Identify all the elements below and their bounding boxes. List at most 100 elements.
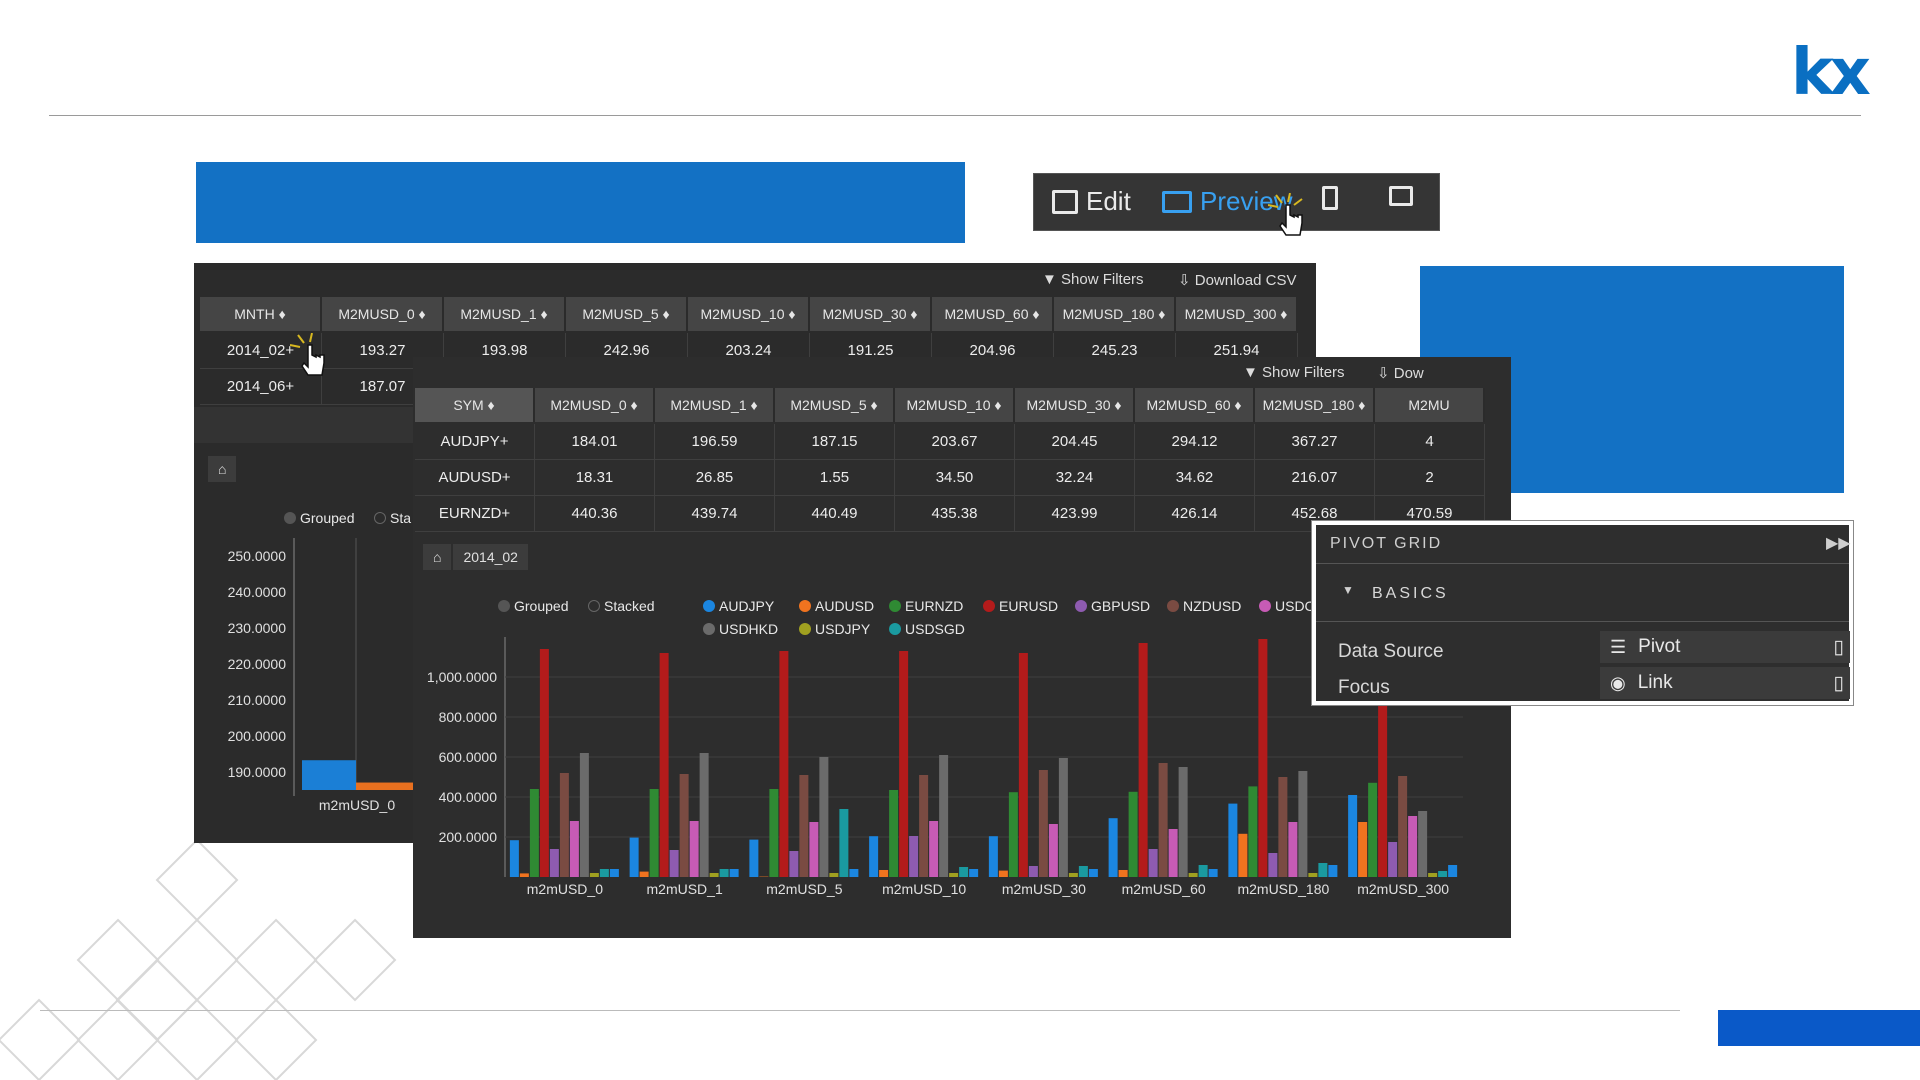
chart-bar[interactable] [1378,643,1388,877]
chart-bar[interactable] [1328,865,1338,877]
column-header[interactable]: M2MUSD_0 ♦ [322,297,444,331]
chart-bar[interactable] [1068,873,1078,877]
chart-bar[interactable] [529,789,539,877]
column-header[interactable]: M2MUSD_180 ♦ [1255,388,1375,422]
chart-bar[interactable] [998,870,1008,877]
chart-bar[interactable] [939,755,949,877]
chart-bar[interactable] [1028,866,1038,877]
chart-bar[interactable] [929,821,939,877]
data-source-field[interactable]: ☰ Pivot ▯ [1600,631,1850,663]
chart-bar[interactable] [1228,803,1238,877]
chart-bar[interactable] [769,789,779,877]
legend-item[interactable]: NZDUSD [1167,598,1241,614]
chart-bar[interactable] [639,871,649,877]
chart-bar[interactable] [629,837,639,877]
chart-bar[interactable] [909,836,919,877]
chart-bar[interactable] [1168,829,1178,877]
legend-item[interactable]: EURNZD [889,598,963,614]
chart-bar[interactable] [1188,873,1198,877]
column-header[interactable]: M2MUSD_60 ♦ [1135,388,1255,422]
chart-bar[interactable] [949,873,959,877]
chart-bar[interactable] [1208,869,1218,877]
chart-bar[interactable] [849,869,859,877]
chart-bar[interactable] [729,869,739,877]
chart-bar[interactable] [302,760,356,790]
column-header[interactable]: M2MUSD_180 ♦ [1054,297,1176,331]
chart-bar[interactable] [539,649,549,877]
chart-bar[interactable] [1258,639,1268,877]
eraser-icon[interactable]: ▯ [1833,636,1844,658]
download-csv-button[interactable]: ⇩ Download CSV [1178,272,1297,289]
chart-bar[interactable] [1078,866,1088,877]
download-csv-button[interactable]: ⇩ Dow [1377,365,1424,382]
chart-bar[interactable] [969,869,979,877]
legend-item[interactable]: AUDJPY [703,598,774,614]
column-header[interactable]: MNTH ♦ [200,297,322,331]
legend-grouped[interactable]: Grouped [284,510,354,526]
column-header[interactable]: M2MUSD_0 ♦ [535,388,655,422]
column-header[interactable]: M2MUSD_30 ♦ [810,297,932,331]
chart-bar[interactable] [1388,842,1398,877]
chart-bar[interactable] [1088,869,1098,877]
column-header[interactable]: M2MUSD_10 ♦ [688,297,810,331]
chart-bar[interactable] [519,873,529,877]
chart-bar[interactable] [1318,863,1328,877]
chart-bar[interactable] [1408,816,1418,877]
chart-bar[interactable] [1418,811,1428,877]
chart-bar[interactable] [1238,833,1248,877]
legend-stacked[interactable]: Sta [374,510,411,526]
chart-bar[interactable] [679,774,689,877]
chart-bar[interactable] [609,869,619,877]
chart-bar[interactable] [899,651,909,877]
home-icon[interactable]: ⌂ [423,544,452,570]
focus-field[interactable]: ◉ Link ▯ [1600,667,1850,699]
column-header[interactable]: M2MUSD_5 ♦ [775,388,895,422]
chart-bar[interactable] [819,757,829,877]
chart-bar[interactable] [959,867,969,877]
column-header[interactable]: M2MUSD_30 ♦ [1015,388,1135,422]
column-header[interactable]: M2MUSD_300 ♦ [1176,297,1298,331]
chart-bar[interactable] [559,773,569,877]
chart-bar[interactable] [1398,776,1408,877]
legend-item[interactable]: GBPUSD [1075,598,1150,614]
chart-bar[interactable] [709,873,719,877]
chart-bar[interactable] [649,789,659,877]
chart-bar[interactable] [889,790,899,877]
column-header[interactable]: M2MUSD_60 ♦ [932,297,1054,331]
chart-bar[interactable] [1358,822,1368,877]
chart-bar[interactable] [509,840,519,877]
chart-bar[interactable] [1118,870,1128,877]
chart-bar[interactable] [689,821,699,877]
column-header[interactable]: SYM ♦ [415,388,535,422]
column-header[interactable]: M2MUSD_1 ♦ [655,388,775,422]
chart-bar[interactable] [1428,873,1438,877]
chart-bar[interactable] [1128,791,1138,877]
chart-bar[interactable] [1268,853,1278,877]
chart-bar[interactable] [1368,782,1378,877]
chart-bar[interactable] [779,651,789,877]
legend-item[interactable]: EURUSD [983,598,1058,614]
chart-bar[interactable] [1308,873,1318,877]
chart-bar[interactable] [1038,770,1048,877]
chart-bar[interactable] [789,851,799,877]
chart-bar[interactable] [1248,786,1258,877]
eraser-icon[interactable]: ▯ [1833,672,1844,694]
chart-bar[interactable] [1138,643,1148,877]
legend-item[interactable]: USDHKD [703,621,778,637]
chart-bar[interactable] [669,850,679,877]
chart-bar[interactable] [1348,795,1358,877]
chart-bar[interactable] [1058,758,1068,877]
chart-bar[interactable] [599,869,609,877]
chart-bar[interactable] [1298,771,1308,877]
chart-bar[interactable] [1018,653,1028,877]
chart-bar[interactable] [1448,865,1458,877]
chart-bar[interactable] [1288,822,1298,877]
chart-bar[interactable] [919,775,929,877]
chart-bar[interactable] [1148,849,1158,877]
chart-bar[interactable] [809,822,819,877]
chart-bar[interactable] [1048,824,1058,877]
chart-bar[interactable] [1438,871,1448,877]
legend-grouped[interactable]: Grouped [498,598,568,614]
legend-stacked[interactable]: Stacked [588,598,655,614]
legend-item[interactable]: AUDUSD [799,598,874,614]
